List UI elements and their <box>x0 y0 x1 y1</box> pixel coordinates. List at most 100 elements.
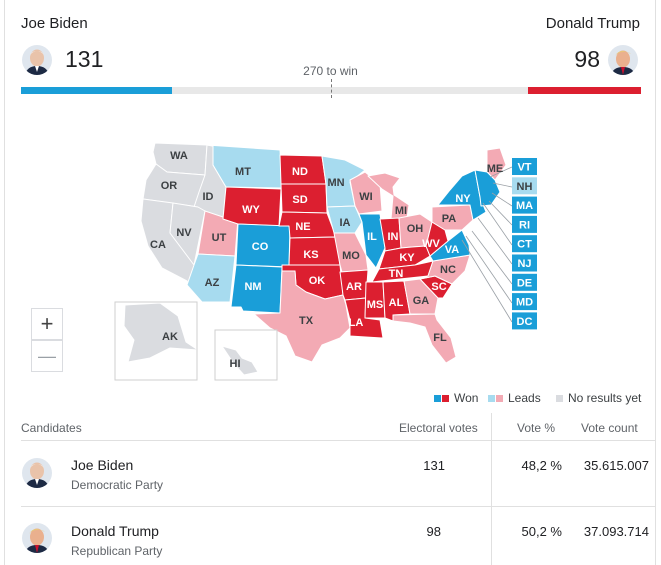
zoom-out-button[interactable]: — <box>31 340 63 372</box>
state-label: LA <box>349 317 364 329</box>
state-box-label: NH <box>517 181 533 193</box>
win-threshold-label: 270 to win <box>303 64 358 78</box>
state-wi[interactable] <box>349 171 383 215</box>
state-label: NV <box>176 227 192 239</box>
state-fl[interactable] <box>392 313 457 364</box>
state-label: IL <box>367 231 377 243</box>
state-new-england-block[interactable] <box>474 169 501 207</box>
state-label: KS <box>303 249 318 261</box>
legend-swatch-no-results <box>556 394 563 402</box>
trump-avatar <box>608 45 638 75</box>
state-label: KY <box>399 252 415 264</box>
state-box-vt[interactable] <box>512 158 537 175</box>
state-box-md[interactable] <box>512 293 537 311</box>
legend-leads-label: Leads <box>508 391 541 405</box>
small-state-boxes: VT NH MA RI CT NJ DE MD DC <box>512 158 537 330</box>
row-candidate-name: Donald Trump <box>71 523 159 539</box>
row-electoral-votes: 131 <box>423 458 445 473</box>
state-box-de[interactable] <box>512 273 537 291</box>
legend-swatch-leads-red <box>496 394 503 402</box>
state-label: AR <box>346 281 362 293</box>
state-ms[interactable] <box>364 281 386 319</box>
state-label: ND <box>292 166 308 178</box>
state-label: GA <box>413 295 430 307</box>
alaska-inset-frame <box>114 301 198 381</box>
win-threshold-marker <box>331 79 332 98</box>
state-ak[interactable] <box>123 302 199 363</box>
row-vote-percent: 48,2 % <box>521 458 562 473</box>
state-box-label: DE <box>517 277 532 289</box>
zoom-in-button[interactable]: + <box>31 308 63 340</box>
state-label: MT <box>235 166 251 178</box>
state-label: FL <box>433 332 447 344</box>
state-box-label: NJ <box>517 258 531 270</box>
state-label: NY <box>455 193 471 205</box>
us-electoral-map[interactable]: VT NH MA RI CT NJ DE MD DC WA OR CA ID NV UT AZ … <box>0 100 661 390</box>
legend-swatch-won-red <box>442 394 449 402</box>
row-vote-count: 37.093.714 <box>583 524 649 539</box>
col-header-candidates: Candidates <box>21 421 82 435</box>
legend-won: Won <box>434 391 478 405</box>
state-label: TX <box>299 315 314 327</box>
state-label: CO <box>252 241 269 253</box>
biden-avatar <box>22 45 52 75</box>
state-label: CA <box>150 239 166 251</box>
state-box-nj[interactable] <box>512 254 537 272</box>
state-label: SC <box>431 281 446 293</box>
state-label: WY <box>242 204 260 216</box>
state-label: OH <box>407 223 424 235</box>
trump-header-name: Donald Trump <box>545 15 640 32</box>
biden-header-name: Joe Biden <box>21 15 88 32</box>
state-az[interactable] <box>186 253 236 303</box>
legend-no-results: No results yet <box>556 391 641 405</box>
state-label: WI <box>359 191 372 203</box>
row-candidate-party: Republican Party <box>71 544 163 558</box>
state-ia[interactable] <box>326 205 363 234</box>
state-label: NC <box>440 264 456 276</box>
state-wv[interactable] <box>425 221 449 257</box>
state-box-label: VT <box>517 162 531 174</box>
state-il[interactable] <box>358 213 386 269</box>
state-label: OR <box>161 180 178 192</box>
state-ga[interactable] <box>403 278 439 315</box>
state-box-dc[interactable] <box>512 312 537 330</box>
legend-leads: Leads <box>488 391 541 405</box>
row-vote-percent: 50,2 % <box>521 524 562 539</box>
state-label: ID <box>203 191 214 203</box>
table-header-divider <box>21 440 656 441</box>
trump-progress-fill <box>528 87 641 94</box>
state-label: AK <box>162 331 178 343</box>
state-hi[interactable] <box>221 345 259 376</box>
table-row-divider <box>21 506 656 507</box>
state-tx[interactable] <box>253 270 351 363</box>
state-label: AZ <box>205 277 220 289</box>
state-label: ME <box>487 163 504 175</box>
row-candidate-party: Democratic Party <box>71 478 164 492</box>
state-nv[interactable] <box>169 202 206 266</box>
col-header-electoral-votes: Electoral votes <box>399 421 478 435</box>
legend-won-label: Won <box>454 391 479 405</box>
east-box-leader-lines <box>461 166 513 323</box>
state-label: MO <box>342 250 360 262</box>
state-label: IA <box>340 217 351 229</box>
row-electoral-votes: 98 <box>426 524 441 539</box>
state-label: UT <box>212 232 227 244</box>
state-box-label: MD <box>516 297 533 309</box>
state-box-nh[interactable] <box>512 177 537 195</box>
state-box-ma[interactable] <box>512 196 537 214</box>
state-box-label: DC <box>517 316 533 328</box>
trump-electoral-count: 98 <box>574 46 600 72</box>
state-label: MI <box>395 205 407 217</box>
biden-row-avatar <box>22 458 52 488</box>
state-box-ct[interactable] <box>512 235 537 253</box>
state-ut[interactable] <box>197 210 239 257</box>
state-box-ri[interactable] <box>512 215 537 233</box>
state-label: WA <box>170 150 188 162</box>
state-box-label: RI <box>519 219 530 231</box>
state-labels: WA OR CA ID NV UT AZ MT WY CO NM ND SD N… <box>150 150 503 370</box>
row-vote-count: 35.615.007 <box>583 458 649 473</box>
state-mi[interactable] <box>367 172 410 220</box>
state-label: PA <box>442 213 457 225</box>
state-label: IN <box>388 231 399 243</box>
state-label: VA <box>445 244 460 256</box>
